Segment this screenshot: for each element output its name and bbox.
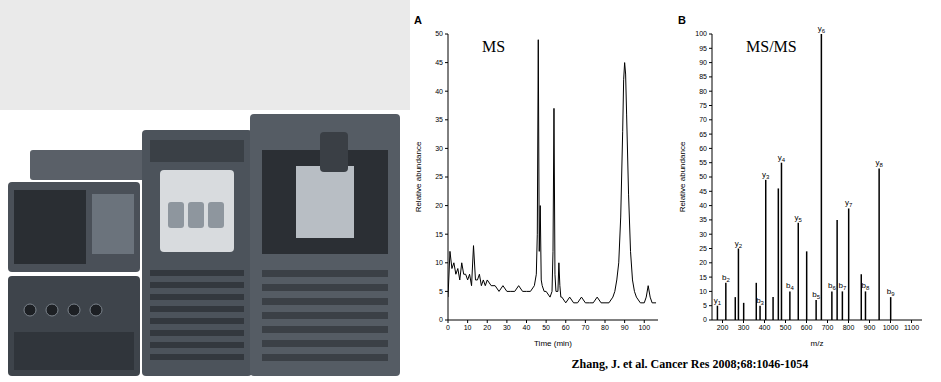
svg-text:80: 80: [699, 88, 707, 95]
svg-text:30: 30: [503, 324, 511, 331]
svg-text:b5: b5: [812, 290, 820, 300]
svg-text:0: 0: [439, 316, 443, 323]
svg-text:1100: 1100: [904, 324, 919, 331]
svg-text:300: 300: [738, 324, 750, 331]
svg-text:5: 5: [439, 288, 443, 295]
svg-text:25: 25: [699, 245, 707, 252]
svg-text:90: 90: [699, 59, 707, 66]
svg-text:b3: b3: [756, 296, 764, 306]
svg-text:y8: y8: [875, 158, 883, 168]
html-text:MS: MS: [482, 38, 506, 55]
svg-text:90: 90: [621, 324, 629, 331]
svg-text:60: 60: [699, 145, 707, 152]
svg-text:95: 95: [699, 45, 707, 52]
svg-text:Relative abundance: Relative abundance: [414, 141, 423, 212]
svg-text:10: 10: [464, 324, 472, 331]
svg-text:y2: y2: [735, 239, 743, 249]
svg-text:100: 100: [638, 324, 650, 331]
svg-text:30: 30: [435, 145, 443, 152]
svg-text:700: 700: [822, 324, 834, 331]
svg-text:400: 400: [759, 324, 771, 331]
svg-text:50: 50: [435, 30, 443, 37]
svg-text:y1: y1: [714, 296, 722, 306]
svg-text:45: 45: [435, 59, 443, 66]
svg-text:65: 65: [699, 131, 707, 138]
svg-text:40: 40: [435, 88, 443, 95]
svg-text:50: 50: [542, 324, 550, 331]
svg-text:35: 35: [699, 216, 707, 223]
svg-text:85: 85: [699, 73, 707, 80]
svg-text:100: 100: [695, 30, 707, 37]
svg-text:70: 70: [581, 324, 589, 331]
svg-text:y5: y5: [795, 213, 803, 223]
svg-text:Relative abundance: Relative abundance: [678, 141, 687, 212]
svg-text:900: 900: [864, 324, 876, 331]
svg-text:45: 45: [699, 188, 707, 195]
svg-text:b6: b6: [828, 281, 836, 291]
svg-text:30: 30: [699, 231, 707, 238]
svg-text:y3: y3: [762, 170, 770, 180]
svg-text:35: 35: [435, 116, 443, 123]
svg-text:b8: b8: [862, 281, 870, 291]
svg-text:Time (min): Time (min): [534, 339, 572, 348]
svg-text:800: 800: [843, 324, 855, 331]
html-text:B: B: [678, 14, 686, 26]
svg-text:b9: b9: [887, 287, 895, 297]
svg-text:10: 10: [435, 259, 443, 266]
svg-text:20: 20: [435, 202, 443, 209]
svg-text:20: 20: [483, 324, 491, 331]
svg-text:5: 5: [703, 302, 707, 309]
svg-text:25: 25: [435, 173, 443, 180]
html-text:Zhang, J. et al. Cancer Res 20: Zhang, J. et al. Cancer Res 2008;68:1046…: [571, 357, 809, 371]
svg-text:b7: b7: [838, 281, 846, 291]
svg-text:15: 15: [435, 231, 443, 238]
svg-text:20: 20: [699, 259, 707, 266]
svg-text:b4: b4: [786, 281, 794, 291]
svg-text:15: 15: [699, 274, 707, 281]
svg-text:y4: y4: [778, 153, 786, 163]
svg-text:y7: y7: [845, 198, 853, 208]
svg-text:60: 60: [562, 324, 570, 331]
svg-text:50: 50: [699, 173, 707, 180]
svg-text:80: 80: [601, 324, 609, 331]
html-text:A: A: [414, 14, 422, 26]
svg-text:40: 40: [699, 202, 707, 209]
html-text:MS/MS: MS/MS: [746, 38, 797, 55]
svg-text:55: 55: [699, 159, 707, 166]
svg-text:70: 70: [699, 116, 707, 123]
svg-text:500: 500: [780, 324, 792, 331]
svg-text:600: 600: [801, 324, 813, 331]
svg-text:0: 0: [446, 324, 450, 331]
svg-text:40: 40: [523, 324, 531, 331]
svg-text:1000: 1000: [883, 324, 899, 331]
svg-text:10: 10: [699, 288, 707, 295]
svg-text:75: 75: [699, 102, 707, 109]
svg-text:m/z: m/z: [811, 339, 824, 348]
svg-text:b2: b2: [722, 273, 730, 283]
svg-text:0: 0: [703, 316, 707, 323]
svg-text:200: 200: [717, 324, 729, 331]
svg-text:y6: y6: [818, 24, 826, 34]
